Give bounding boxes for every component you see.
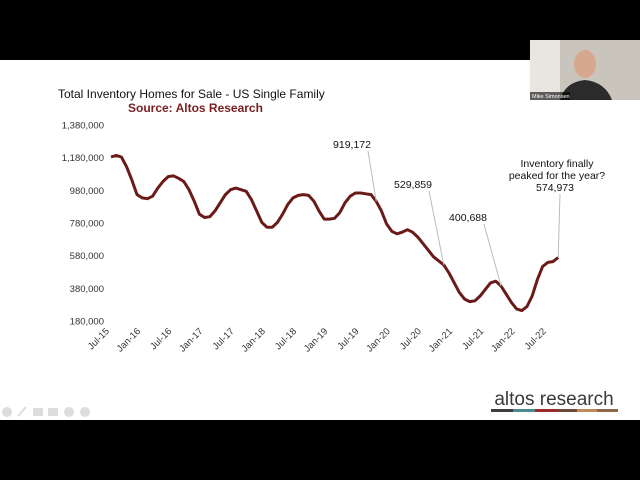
control-cc[interactable] bbox=[33, 408, 43, 416]
logo: altos research bbox=[494, 389, 613, 410]
annotation-note: peaked for the year? bbox=[509, 170, 605, 182]
logo-bar-segment bbox=[491, 409, 513, 412]
player-controls bbox=[2, 406, 90, 417]
y-tick-label: 980,000 bbox=[70, 186, 104, 197]
annotation-label: 574,973 bbox=[536, 182, 574, 194]
webcam-person-body bbox=[560, 80, 612, 100]
control-more[interactable] bbox=[64, 407, 74, 417]
annotation-leader bbox=[367, 150, 377, 202]
webcam: Mike Simonsen bbox=[530, 40, 640, 100]
chart-title: Total Inventory Homes for Sale - US Sing… bbox=[58, 87, 325, 101]
y-tick-label: 1,380,000 bbox=[62, 121, 104, 132]
annotation-label: 529,859 bbox=[394, 179, 432, 191]
control-prev[interactable] bbox=[2, 407, 12, 417]
y-tick-label: 580,000 bbox=[70, 251, 104, 262]
webcam-person-face bbox=[574, 50, 596, 78]
data-line bbox=[110, 153, 560, 313]
logo-bar-segment bbox=[577, 409, 597, 412]
logo-bar bbox=[491, 409, 618, 412]
presenter-label-bg bbox=[530, 92, 570, 100]
slide bbox=[0, 60, 640, 420]
logo-bar-segment bbox=[557, 409, 577, 412]
control-next[interactable] bbox=[80, 407, 90, 417]
control-pen[interactable] bbox=[17, 406, 27, 417]
presenter-name: Mike Simonsen bbox=[532, 94, 570, 100]
control-video[interactable] bbox=[48, 408, 58, 416]
y-tick-label: 1,180,000 bbox=[62, 153, 104, 164]
annotation-label: 919,172 bbox=[333, 139, 371, 151]
annotation-label: 400,688 bbox=[449, 212, 487, 224]
y-tick-label: 780,000 bbox=[70, 219, 104, 230]
logo-bar-segment bbox=[513, 409, 535, 412]
y-tick-label: 380,000 bbox=[70, 284, 104, 295]
webcam-wall bbox=[530, 40, 560, 100]
chart-subtitle: Source: Altos Research bbox=[128, 101, 263, 115]
y-tick-label: 180,000 bbox=[70, 317, 104, 328]
annotation-leader bbox=[483, 223, 502, 287]
annotation-note: Inventory finally bbox=[521, 158, 595, 170]
logo-bar-segment bbox=[535, 409, 557, 412]
annotation-leader bbox=[428, 190, 445, 265]
annotation-leader bbox=[557, 193, 561, 258]
logo-bar-segment bbox=[597, 409, 618, 412]
